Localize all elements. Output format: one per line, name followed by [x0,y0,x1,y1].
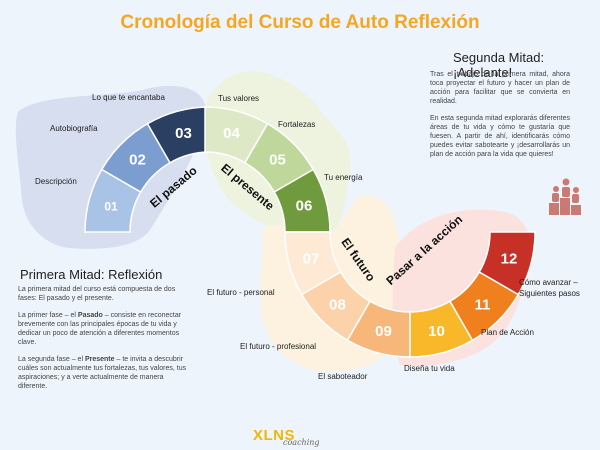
segment-number-11: 11 [475,296,491,313]
segment-12 [478,231,536,296]
second-half-heading: Segunda Mitad: ¡Adelante! [453,50,545,80]
segment-label-12: Cómo avanzar – Siguientes pasos [519,278,580,298]
first-half-text: La primera mitad del curso está compuest… [18,285,188,399]
segment-label-09: El saboteador [318,372,368,381]
segment-number-05: 05 [269,152,286,169]
keyword-presente: Presente [84,356,115,363]
xlns-logo-subtitle: coaching [283,438,320,447]
segment-label-06: Tu energía [324,173,363,182]
segment-label-01: Descripción [35,177,77,186]
second-half-text: Tras el trabajo de la primera mitad, aho… [430,70,570,167]
segment-label-08: El futuro - profesional [240,342,316,351]
first-half-paragraph-1: La primera mitad del curso está compuest… [18,286,176,302]
podium-people-icon [549,178,581,215]
first-half-p3-lead: La segunda fase – el [18,356,85,363]
first-half-paragraph-2: La primer fase – el Pasado – consiste en… [18,311,188,347]
segment-label-02: Autobiografía [50,124,98,133]
first-half-paragraph-3: La segunda fase – el Presente – te invit… [18,355,188,391]
first-half-p2-lead: La primer fase – el [18,312,78,319]
first-half-p3-rest: – te invita a descubrir cuáles son actua… [18,356,187,390]
segment-number-10: 10 [428,323,445,340]
segment-number-06: 06 [296,197,313,214]
segment-number-04: 04 [223,125,240,142]
segment-label-03: Lo que te encantaba [92,93,166,102]
keyword-pasado: Pasado [77,312,103,319]
first-half-p2-rest: – consiste en reconectar brevemente con … [18,312,182,346]
segment-number-02: 02 [129,152,146,169]
segment-label-05: Fortalezas [278,120,315,129]
segment-label-11: Plan de Acción [481,328,534,337]
second-half-paragraph-2: En esta segunda mitad explorarás diferen… [430,115,570,158]
segment-label-07: El futuro - personal [207,288,275,297]
segment-number-08: 08 [329,296,346,313]
segment-number-03: 03 [175,125,192,142]
segment-number-12: 12 [501,251,518,268]
segment-number-01: 01 [104,199,118,213]
xlns-logo: XLNS [253,427,296,444]
page-title: Cronología del Curso de Auto Reflexión [120,12,480,33]
segment-number-07: 07 [303,251,320,268]
segment-number-09: 09 [375,323,392,340]
second-half-paragraph-1: Tras el trabajo de la primera mitad, aho… [430,71,570,105]
segment-label-04: Tus valores [218,94,259,103]
first-half-heading: Primera Mitad: Reflexión [20,267,163,282]
segment-label-10: Diseña tu vida [404,364,455,373]
